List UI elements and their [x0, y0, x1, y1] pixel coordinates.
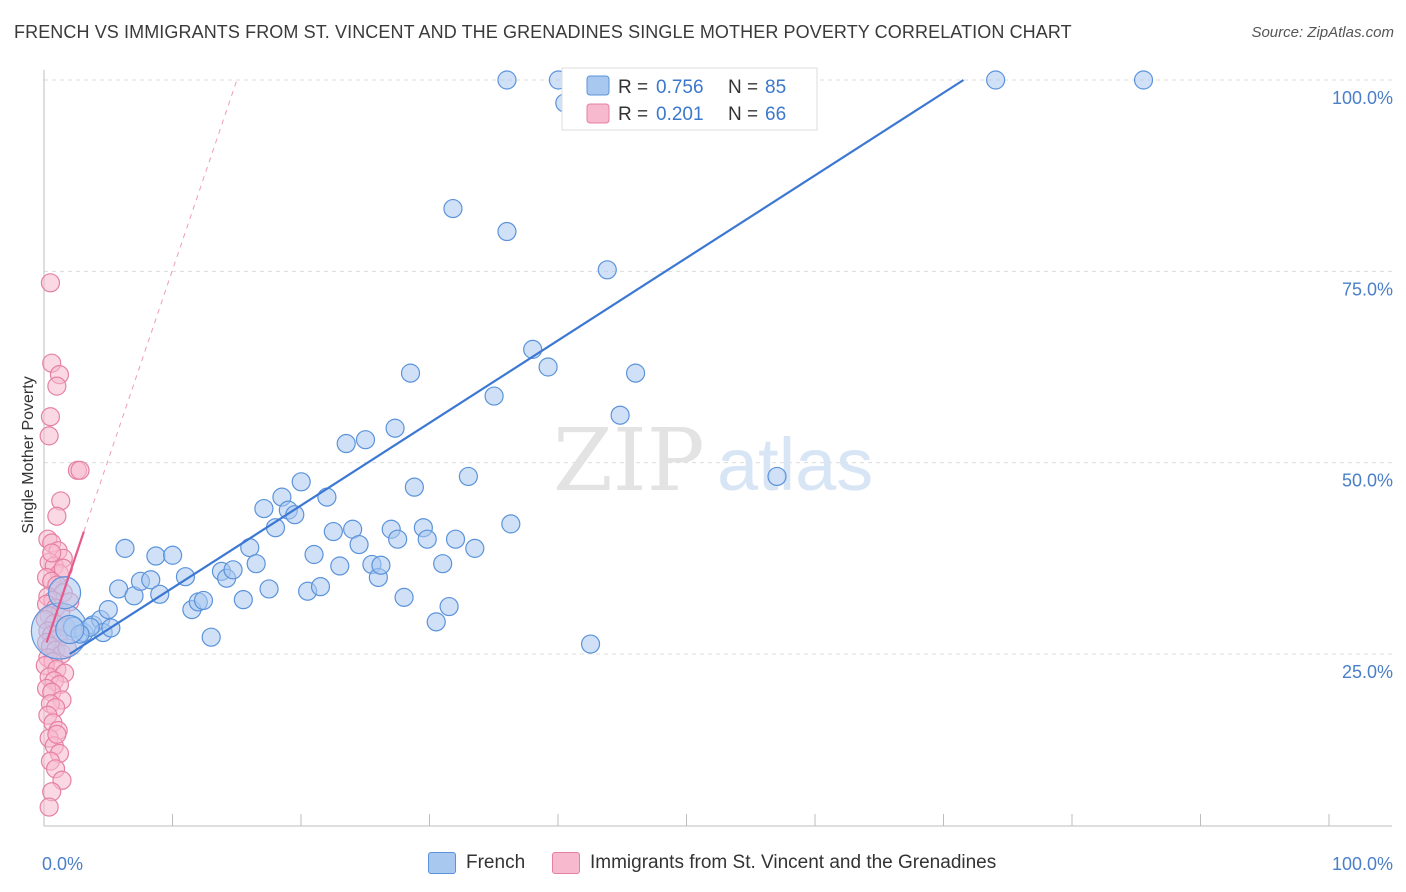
french-series-point-21 — [223, 560, 243, 580]
watermark-atlas: atlas — [717, 423, 873, 506]
svg-series-point-65 — [42, 543, 62, 563]
x-tick-labels: 0.0% 100.0% — [42, 854, 1393, 874]
french-series-point-82 — [55, 614, 85, 645]
french-trend-line — [69, 79, 965, 655]
x-tick-label-min: 0.0% — [42, 854, 83, 874]
french-series-point-31 — [291, 472, 311, 492]
watermark-zip: ZIP — [553, 411, 705, 511]
french-series-point-62 — [497, 70, 517, 90]
legend-svg-r-value: 0.201 — [656, 104, 704, 125]
french-series-point-33 — [304, 544, 324, 565]
legend-box: R = 0.756 N = 85 R = 0.201 N = 66 — [561, 67, 818, 131]
french-series-point-65 — [538, 357, 558, 377]
bottom-legend-svg-label: Immigrants from St. Vincent and the Gren… — [590, 852, 997, 873]
french-series-point-18 — [201, 627, 221, 647]
legend-french-r-value: 0.756 — [656, 77, 704, 98]
french-series-point-10 — [141, 570, 161, 590]
bottom-legend-svg-swatch — [552, 852, 580, 874]
y-tick-label-75: 75.0% — [1342, 279, 1393, 299]
svg-series-point-5 — [47, 376, 67, 396]
french-series-point-11 — [146, 546, 166, 566]
chart-source: Source: ZipAtlas.com — [1251, 24, 1394, 41]
y-tick-labels: 25.0% 50.0% 75.0% 100.0% — [1332, 88, 1393, 682]
x-ticks — [172, 814, 1330, 826]
legend-swatch-svg — [586, 103, 610, 124]
french-series-point-17 — [193, 590, 214, 611]
svg-trend-line-extension — [83, 79, 238, 532]
french-series-point-56 — [445, 529, 466, 549]
chart-title: FRENCH VS IMMIGRANTS FROM ST. VINCENT AN… — [14, 22, 1072, 42]
watermark: ZIP atlas — [553, 411, 873, 511]
french-series-point-35 — [317, 487, 337, 507]
french-series-point-48 — [394, 587, 414, 607]
french-series-point-26 — [259, 579, 279, 599]
french-series-point-52 — [417, 529, 437, 549]
french-series-point-7 — [115, 538, 135, 558]
svg-series-point-2 — [40, 407, 61, 427]
grid-lines — [44, 79, 1392, 655]
svg-series-point-61 — [47, 724, 67, 744]
svg-series-point-9 — [47, 506, 67, 526]
legend-svg-r-label: R = — [618, 104, 648, 125]
french-series-point-47 — [388, 529, 408, 549]
legend-swatch-french — [586, 75, 610, 96]
french-series-point-34 — [310, 577, 331, 597]
bottom-legend-french: French — [428, 852, 525, 874]
svg-series-point-3 — [39, 426, 59, 446]
y-tick-label-25: 25.0% — [1342, 662, 1393, 682]
svg-series-point-60 — [39, 797, 59, 817]
y-tick-label-100: 100.0% — [1332, 88, 1393, 108]
french-series-point-61 — [497, 221, 517, 242]
x-tick-label-max: 100.0% — [1332, 854, 1393, 874]
y-axis-label: Single Mother Poverty — [20, 376, 37, 533]
french-series-point-53 — [426, 612, 446, 632]
french-series-point-40 — [349, 534, 369, 555]
french-series-point-25 — [254, 498, 274, 519]
french-series-point-49 — [400, 363, 421, 383]
french-series-point-60 — [484, 386, 504, 406]
french-series-point-70 — [597, 260, 617, 280]
bottom-legend-svg: Immigrants from St. Vincent and the Gren… — [552, 852, 996, 874]
svg-series-point-0 — [40, 273, 61, 293]
y-tick-label-50: 50.0% — [1342, 471, 1393, 491]
french-series-point-38 — [336, 433, 356, 454]
legend-svg-n-label: N = — [728, 104, 758, 125]
french-series-point-63 — [501, 514, 521, 534]
french-series-point-72 — [610, 405, 630, 425]
french-series-point-46 — [385, 418, 405, 438]
legend-french-n-label: N = — [728, 77, 758, 98]
legend-french-r-label: R = — [618, 77, 648, 98]
french-series-point-77 — [986, 70, 1006, 90]
bottom-legend-french-swatch — [428, 852, 456, 874]
french-series-point-76 — [767, 466, 787, 487]
trend-lines — [45, 79, 965, 655]
french-series-point-50 — [404, 477, 424, 497]
french-series-point-36 — [323, 521, 343, 542]
french-series-point-83 — [47, 576, 82, 610]
french-series-point-22 — [233, 590, 253, 610]
french-series-point-5 — [98, 600, 118, 620]
french-series-point-78 — [1133, 70, 1154, 90]
french-series-point-69 — [580, 634, 601, 654]
svg-trend-line — [45, 531, 85, 643]
legend-svg-n-value: 66 — [765, 104, 786, 125]
french-series-point-44 — [371, 555, 391, 575]
french-series-point-41 — [355, 430, 376, 450]
french-series-point-13 — [163, 545, 183, 565]
french-series-point-24 — [246, 554, 266, 574]
french-series-point-54 — [433, 554, 453, 574]
french-series-point-14 — [175, 567, 196, 587]
bottom-legend-french-label: French — [466, 852, 526, 873]
french-series-point-57 — [443, 198, 463, 219]
legend-french-n-value: 85 — [765, 77, 786, 98]
french-series-point-55 — [439, 596, 459, 617]
svg-series-point-7 — [70, 460, 90, 480]
french-series-point-59 — [465, 538, 485, 558]
french-series-point-73 — [625, 363, 646, 383]
french-series-point-37 — [330, 556, 350, 576]
french-series-point-58 — [458, 466, 478, 487]
